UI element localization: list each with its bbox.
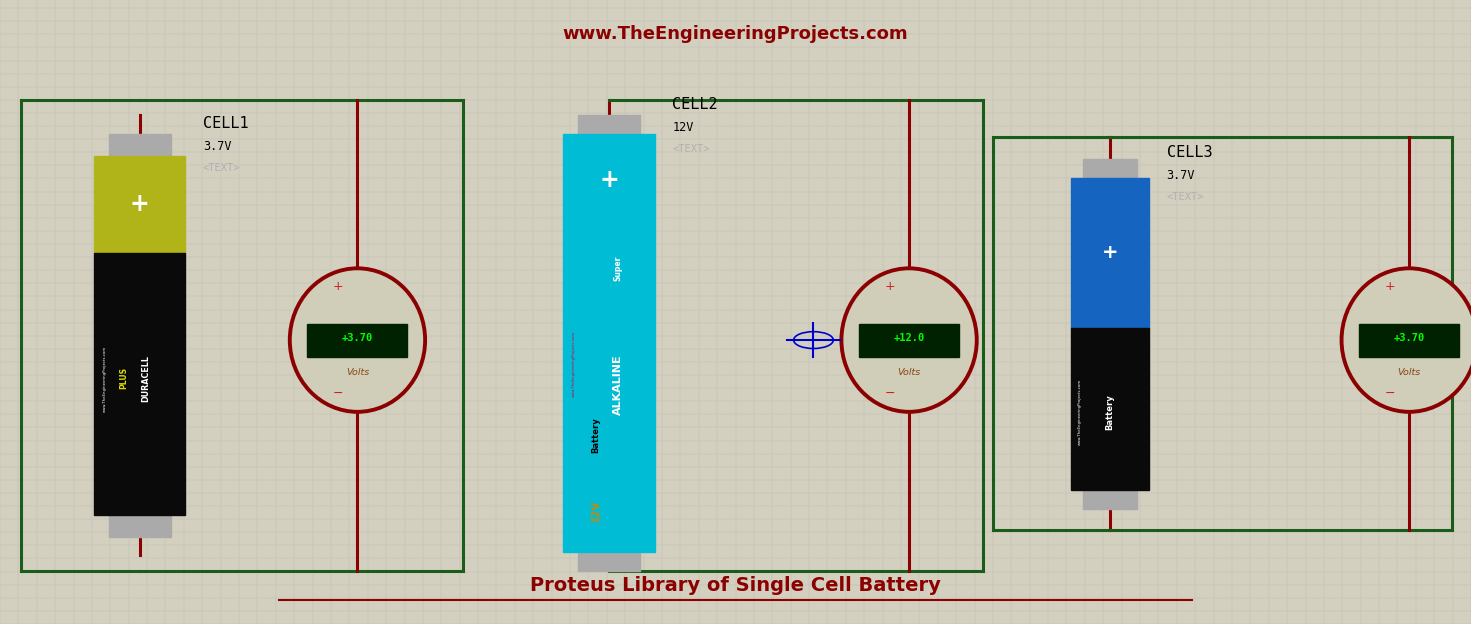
Text: Volts: Volts [346,368,369,377]
Text: +12.0: +12.0 [893,333,925,343]
Bar [1071,328,1149,490]
Text: +3.70: +3.70 [341,333,374,343]
Text: www.TheEngineeringProjects.com: www.TheEngineeringProjects.com [1078,379,1081,445]
Bar [1083,490,1137,509]
Text: +3.70: +3.70 [1393,333,1425,343]
Text: <TEXT>: <TEXT> [672,144,709,154]
Text: +: + [884,280,896,293]
Text: −: − [884,388,896,400]
Text: Battery: Battery [591,417,600,453]
Text: www.TheEngineeringProjects.com: www.TheEngineeringProjects.com [572,331,575,397]
Bar [578,552,640,571]
Text: ALKALINE: ALKALINE [613,354,622,416]
Text: +: + [332,280,344,293]
Bar [1359,324,1459,357]
Text: 3.7V: 3.7V [1167,169,1194,182]
Bar [563,134,655,552]
Text: +: + [599,168,619,192]
Ellipse shape [1342,268,1471,412]
Text: +: + [129,192,150,217]
Text: DURACELL: DURACELL [141,355,150,402]
Ellipse shape [841,268,977,412]
Bar [109,134,171,156]
Bar [109,515,171,537]
Point [271,597,288,604]
Text: Battery: Battery [1105,394,1115,430]
Text: Proteus Library of Single Cell Battery: Proteus Library of Single Cell Battery [530,576,941,595]
Bar [1071,178,1149,328]
Point [1183,597,1200,604]
Text: PLUS: PLUS [119,368,128,389]
Text: Volts: Volts [897,368,921,377]
Bar [94,156,185,253]
Text: −: − [332,388,344,400]
Text: 12V: 12V [672,121,694,134]
Bar [94,253,185,515]
Bar [578,115,640,134]
Text: 12V: 12V [591,499,600,522]
Text: −: − [1384,388,1396,400]
Bar [859,324,959,357]
Text: <TEXT>: <TEXT> [203,163,240,173]
Ellipse shape [290,268,425,412]
Text: CELL3: CELL3 [1167,145,1212,160]
Bar [1083,159,1137,178]
Text: 3.7V: 3.7V [203,140,231,153]
Bar [307,324,407,357]
Text: Volts: Volts [1397,368,1421,377]
Text: <TEXT>: <TEXT> [1167,192,1203,202]
Text: Super: Super [613,255,622,281]
Text: CELL1: CELL1 [203,116,249,131]
Text: CELL2: CELL2 [672,97,718,112]
Text: www.TheEngineeringProjects.com: www.TheEngineeringProjects.com [103,345,106,412]
Text: +: + [1384,280,1396,293]
Text: +: + [1102,243,1118,262]
Text: www.TheEngineeringProjects.com: www.TheEngineeringProjects.com [563,26,908,43]
